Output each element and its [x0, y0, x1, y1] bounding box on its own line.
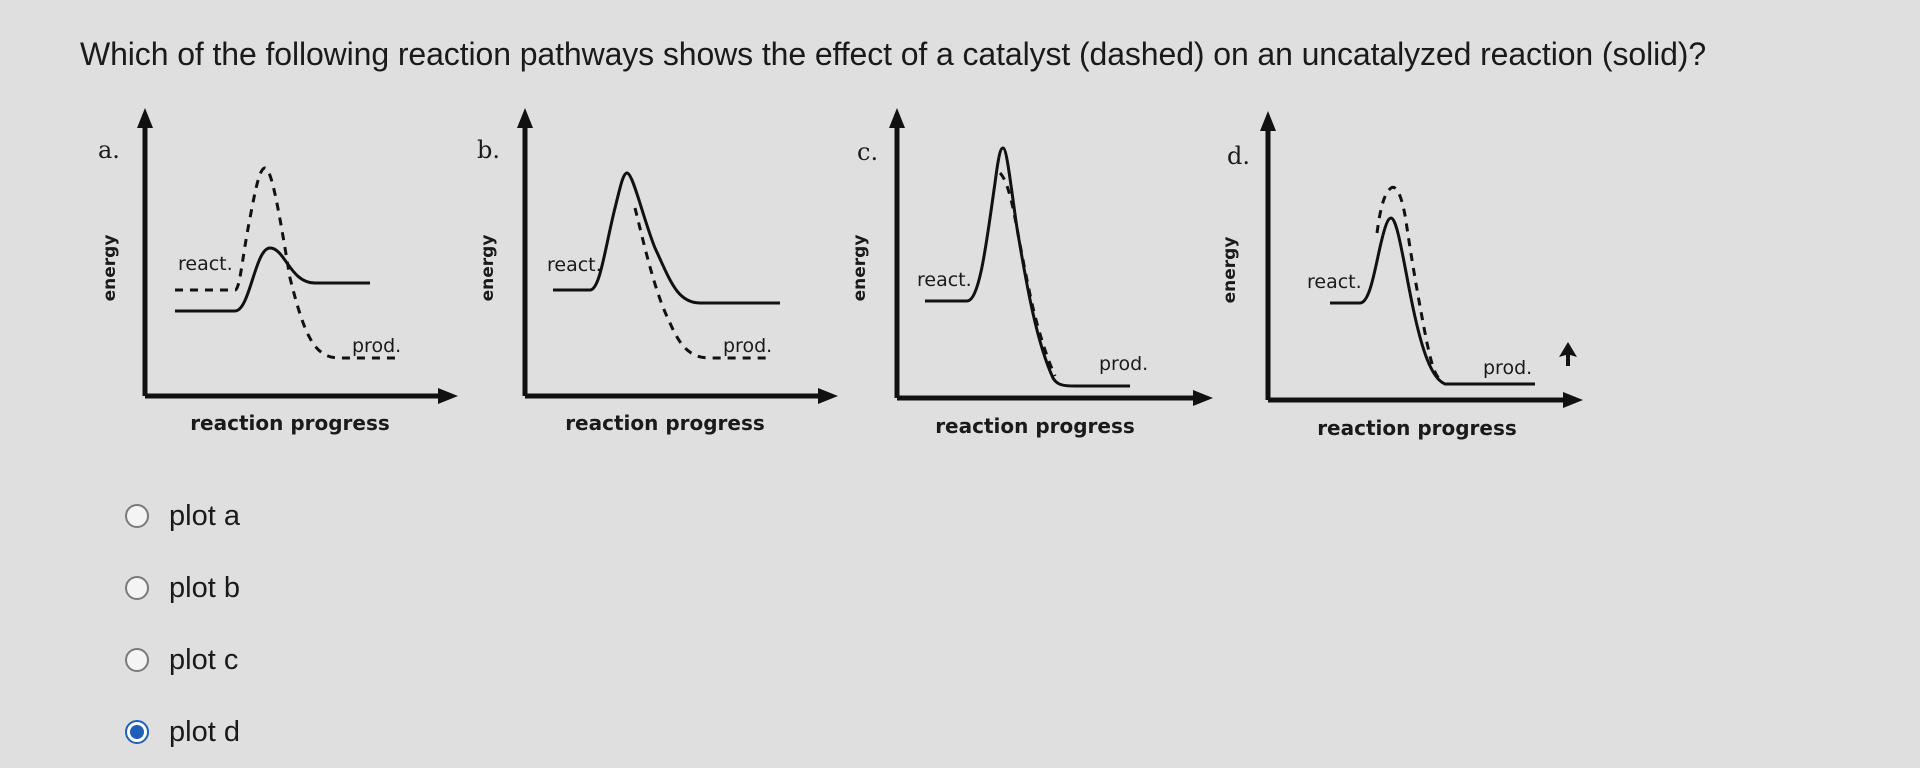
answer-options: plot a plot b plot c plot d	[125, 480, 240, 768]
prod-label-b: prod.	[723, 335, 772, 357]
option-label: plot d	[169, 715, 240, 748]
figure-c: c. energy react. prod. reaction progress	[835, 108, 1215, 458]
option-plot-b[interactable]: plot b	[125, 552, 240, 624]
x-axis-label-c: reaction progress	[935, 414, 1135, 438]
radio-button[interactable]	[125, 576, 149, 600]
y-axis-label-d: energy	[1220, 237, 1240, 304]
catalyzed-curve-c	[998, 171, 1057, 377]
option-label: plot c	[169, 643, 239, 676]
y-axis-label-b: energy	[478, 235, 498, 302]
figure-a: a. energy react. prod. reaction progress	[90, 108, 470, 458]
figure-b: b. energy react. prod. reaction progress	[465, 108, 845, 458]
option-plot-a[interactable]: plot a	[125, 480, 240, 552]
uncatalyzed-curve-b	[553, 171, 780, 305]
option-label: plot a	[169, 499, 240, 532]
x-axis-label-a: reaction progress	[190, 411, 390, 435]
mouse-pointer-icon	[1559, 342, 1577, 366]
radio-button[interactable]	[125, 504, 149, 528]
energy-diagram-c: c. energy react. prod. reaction progress	[850, 108, 1213, 438]
radio-button[interactable]	[125, 648, 149, 672]
catalyzed-curve-d	[1375, 185, 1442, 382]
prod-label-d: prod.	[1483, 357, 1532, 379]
catalyzed-curve-b	[633, 207, 770, 360]
uncatalyzed-curve-a	[175, 246, 370, 313]
energy-diagram-d: d. energy react. prod. reaction progress	[1220, 111, 1583, 440]
catalyzed-curve-a	[175, 166, 395, 360]
react-label-c: react.	[917, 269, 972, 291]
react-label-a: react.	[178, 253, 233, 275]
prod-label-a: prod.	[352, 335, 401, 357]
x-axis-label-d: reaction progress	[1317, 416, 1517, 440]
prod-label-c: prod.	[1099, 353, 1148, 375]
option-label: plot b	[169, 571, 240, 604]
uncatalyzed-curve-d	[1330, 216, 1535, 386]
energy-diagram-b: b. energy react. prod. reaction progress	[477, 108, 838, 435]
figure-d: d. energy react. prod. reaction progress	[1205, 108, 1585, 458]
figure-label-a: a.	[98, 136, 120, 164]
energy-diagram-a: a. energy react. prod. reaction progress	[98, 108, 458, 435]
figure-label-c: c.	[857, 138, 878, 166]
figure-label-b: b.	[477, 136, 500, 164]
y-axis-label-c: energy	[850, 235, 870, 302]
react-label-b: react.	[547, 254, 602, 276]
question-text: Which of the following reaction pathways…	[80, 36, 1707, 72]
x-axis-label-b: reaction progress	[565, 411, 765, 435]
react-label-d: react.	[1307, 271, 1362, 293]
radio-button-selected[interactable]	[125, 720, 149, 744]
option-plot-c[interactable]: plot c	[125, 624, 240, 696]
figure-label-d: d.	[1227, 142, 1250, 170]
option-plot-d[interactable]: plot d	[125, 696, 240, 768]
y-axis-label-a: energy	[100, 235, 120, 302]
uncatalyzed-curve-c	[925, 146, 1130, 388]
